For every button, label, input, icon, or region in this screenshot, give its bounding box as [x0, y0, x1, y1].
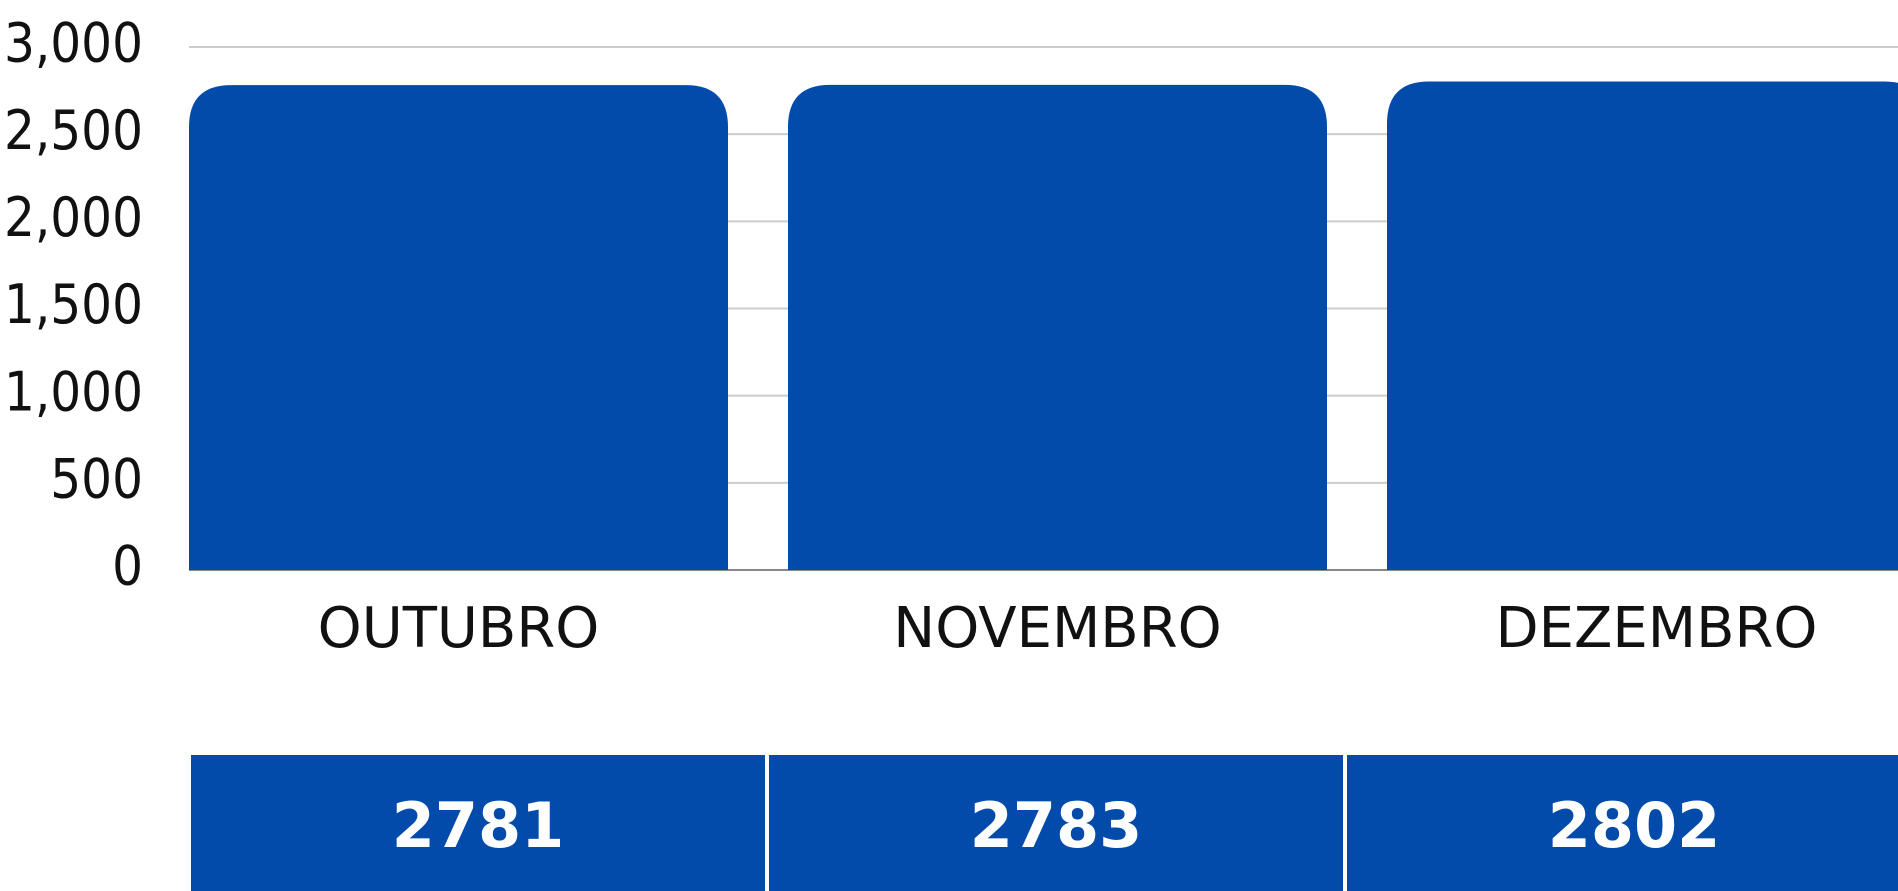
value-label: 2783: [970, 789, 1143, 862]
y-tick-label: 3,000: [4, 12, 143, 75]
value-cell: [769, 755, 1343, 891]
y-tick-label: 1,500: [4, 273, 143, 336]
value-cell: [1347, 755, 1898, 891]
value-cell: [191, 755, 765, 891]
y-tick-label: 1,000: [4, 360, 143, 423]
bar: [189, 85, 728, 570]
y-tick-label: 500: [50, 447, 143, 510]
bar: [788, 84, 1327, 571]
x-tick-label: NOVEMBRO: [893, 596, 1221, 661]
y-tick-label: 0: [112, 535, 143, 598]
x-tick-label: DEZEMBRO: [1496, 596, 1818, 661]
x-tick-label: OUTUBRO: [318, 596, 600, 661]
value-label: 2781: [392, 789, 565, 862]
y-tick-label: 2,000: [4, 186, 143, 249]
value-label: 2802: [1548, 789, 1721, 862]
y-tick-label: 2,500: [4, 99, 143, 162]
bar: [1387, 81, 1898, 570]
